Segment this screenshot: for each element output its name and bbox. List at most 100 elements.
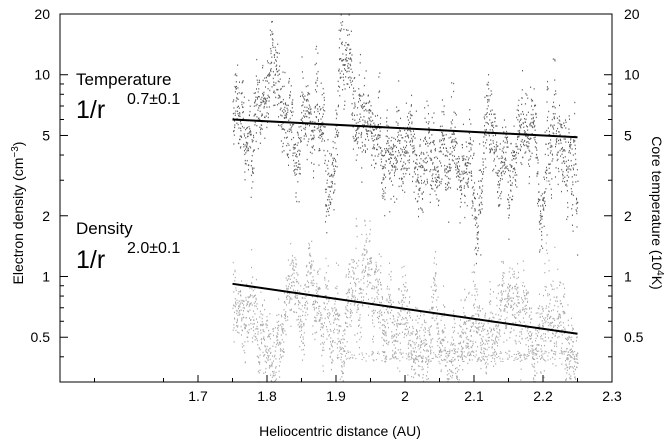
data-point bbox=[375, 162, 377, 165]
data-point bbox=[371, 287, 373, 290]
data-point bbox=[545, 143, 547, 145]
data-point bbox=[485, 121, 487, 124]
data-point bbox=[482, 185, 484, 187]
data-point bbox=[551, 145, 553, 147]
data-point bbox=[446, 361, 448, 363]
data-point bbox=[294, 290, 296, 292]
data-point bbox=[544, 178, 546, 180]
data-point bbox=[447, 171, 449, 173]
data-point bbox=[565, 183, 567, 186]
data-point bbox=[387, 342, 389, 344]
data-point bbox=[438, 176, 440, 178]
data-point bbox=[370, 258, 371, 260]
data-point bbox=[362, 126, 364, 129]
data-point bbox=[362, 269, 364, 271]
data-point bbox=[409, 312, 411, 314]
data-point bbox=[382, 165, 384, 168]
data-point bbox=[543, 370, 545, 372]
data-point bbox=[472, 344, 474, 347]
data-point bbox=[498, 284, 500, 286]
data-point bbox=[361, 300, 363, 302]
data-point bbox=[248, 305, 250, 308]
data-point bbox=[293, 159, 295, 162]
data-point bbox=[275, 367, 277, 369]
data-point bbox=[279, 95, 281, 97]
data-point bbox=[286, 288, 288, 290]
data-point bbox=[321, 349, 323, 351]
data-point bbox=[370, 116, 372, 118]
data-point bbox=[287, 164, 289, 166]
data-point bbox=[253, 115, 255, 117]
data-point bbox=[401, 157, 403, 160]
data-point bbox=[352, 296, 354, 298]
data-point bbox=[368, 118, 370, 120]
data-point bbox=[402, 151, 404, 153]
data-point bbox=[462, 173, 464, 175]
data-point bbox=[295, 173, 297, 175]
data-point bbox=[378, 269, 380, 271]
data-point bbox=[465, 141, 467, 143]
data-point bbox=[333, 165, 335, 167]
data-point bbox=[525, 337, 527, 340]
data-point bbox=[247, 303, 249, 305]
data-point bbox=[365, 239, 367, 242]
data-point bbox=[429, 184, 431, 186]
data-point bbox=[405, 146, 407, 149]
data-point bbox=[553, 116, 555, 118]
data-point bbox=[342, 59, 344, 61]
data-point bbox=[484, 96, 486, 99]
data-point bbox=[496, 342, 498, 344]
data-point bbox=[492, 121, 494, 124]
data-point bbox=[492, 333, 494, 336]
data-point bbox=[397, 122, 399, 124]
data-point bbox=[560, 142, 562, 144]
data-point bbox=[397, 340, 399, 343]
data-point bbox=[428, 130, 430, 132]
data-point bbox=[463, 177, 465, 179]
data-point bbox=[491, 319, 493, 321]
data-point bbox=[501, 174, 503, 177]
data-point bbox=[452, 141, 454, 143]
data-point bbox=[477, 328, 479, 330]
data-point bbox=[430, 184, 432, 187]
data-point bbox=[252, 181, 254, 183]
data-point bbox=[265, 98, 267, 101]
data-point bbox=[302, 93, 304, 95]
data-point bbox=[295, 143, 297, 146]
data-point bbox=[288, 296, 290, 298]
data-point bbox=[276, 343, 278, 346]
data-point bbox=[239, 113, 241, 115]
data-point bbox=[272, 77, 274, 80]
data-point bbox=[258, 107, 260, 109]
data-point bbox=[542, 326, 544, 329]
data-point bbox=[447, 370, 449, 372]
data-point bbox=[502, 140, 504, 142]
data-point bbox=[354, 119, 356, 121]
data-point bbox=[336, 343, 338, 345]
data-point bbox=[249, 131, 251, 133]
data-point bbox=[307, 286, 309, 288]
data-point bbox=[408, 167, 410, 169]
data-point bbox=[406, 311, 408, 314]
data-point bbox=[374, 166, 376, 169]
data-point bbox=[346, 298, 348, 300]
data-point bbox=[503, 161, 505, 164]
data-point bbox=[333, 330, 335, 332]
data-point bbox=[452, 147, 454, 149]
data-point bbox=[287, 153, 289, 155]
data-point bbox=[434, 177, 436, 179]
data-point bbox=[504, 310, 506, 312]
data-point bbox=[290, 297, 292, 299]
data-point bbox=[496, 174, 498, 177]
data-point bbox=[302, 342, 304, 344]
data-point bbox=[330, 175, 332, 177]
data-point bbox=[401, 316, 403, 319]
data-point bbox=[238, 114, 240, 117]
data-point bbox=[240, 325, 242, 328]
data-point bbox=[290, 275, 292, 277]
data-point bbox=[552, 356, 554, 359]
data-point bbox=[324, 276, 326, 279]
data-point bbox=[432, 188, 434, 190]
data-point bbox=[532, 121, 534, 124]
data-point bbox=[358, 147, 360, 149]
